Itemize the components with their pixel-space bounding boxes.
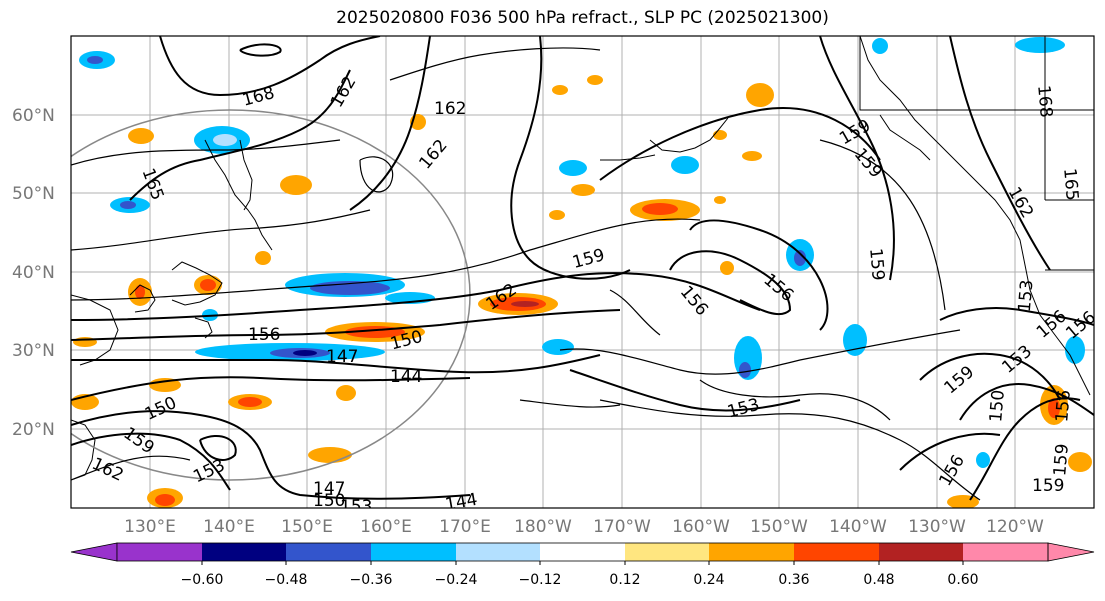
lat-label: 50°N [12,184,55,204]
lon-label: 170°E [439,517,491,537]
contour-label: 144 [444,490,479,515]
contour-label: 165 [1059,167,1082,201]
contour-label: 159 [1032,476,1064,496]
colorbar-segment [371,543,456,561]
lon-label: 140°W [829,517,887,537]
colorbar-segment [709,543,794,561]
colorbar-segment [117,543,202,561]
contour-label: 156 [1052,389,1075,423]
contour-label: 147 [326,347,358,367]
contour-label: 150 [313,491,345,511]
latitude-labels: 60°N 50°N 40°N 30°N 20°N [12,106,55,440]
colorbar-tick-label: 0.12 [609,572,640,588]
lon-label: 120°W [986,517,1044,537]
contour-label: 159 [1050,443,1073,477]
lat-label: 20°N [12,420,55,440]
height-contours [71,36,1094,501]
contour-label: 159 [865,247,888,281]
lat-label: 40°N [12,263,55,283]
colorbar-segment [286,543,371,561]
contour-label: 162 [434,99,466,119]
contour-label: 144 [390,367,422,387]
lon-label: 180°W [514,517,572,537]
contour-label: 156 [248,325,280,345]
colorbar: −0.60 −0.48 −0.36 −0.24 −0.12 0.12 0.24 … [70,542,1095,588]
colorbar-tick-label: 0.48 [863,572,894,588]
lon-label: 160°E [360,517,412,537]
lon-label: 170°W [593,517,651,537]
lon-label: 130°E [124,517,176,537]
colorbar-segment [456,543,540,561]
colorbar-tick-label: 0.24 [693,572,724,588]
map-panel: 168 162 165 162 159 159 159 162 162 165 … [70,35,1095,517]
slp-contours [71,47,981,501]
contour-label: 153 [340,497,372,517]
colorbar-tick-label: −0.12 [519,572,562,588]
colorbar-segment [202,543,286,561]
colorbar-segment [879,543,963,561]
lat-label: 60°N [12,106,55,126]
lon-label: 140°E [203,517,255,537]
contour-label: 147 [313,479,345,499]
colorbar-segment [963,543,1048,561]
gridlines [71,36,1094,508]
lat-label: 30°N [12,341,55,361]
lon-label: 130°W [908,517,966,537]
map-title: 2025020800 F036 500 hPa refract., SLP PC… [336,8,829,28]
colorbar-tick-label: 0.60 [947,572,978,588]
colorbar-tick-label: −0.48 [265,572,308,588]
colorbar-segment [540,543,625,561]
lon-label: 160°W [672,517,730,537]
colorbar-tick-label: −0.36 [350,572,393,588]
colorbar-segment [625,543,709,561]
colorbar-segment [70,542,118,562]
lon-label: 150°W [750,517,808,537]
colorbar-tick-label: 0.36 [778,572,809,588]
refractivity-shading [71,37,1092,508]
colorbar-tick-label: −0.24 [435,572,478,588]
longitude-labels: 130°E 140°E 150°E 160°E 170°E 180°W 170°… [124,517,1044,537]
contour-label: 168 [1033,84,1056,118]
contour-label: 153 [1015,279,1038,313]
colorbar-tick-label: −0.60 [181,572,224,588]
lon-label: 150°E [281,517,333,537]
colorbar-segment [1047,542,1095,562]
colorbar-segment [794,543,879,561]
contour-label: 150 [986,389,1009,423]
